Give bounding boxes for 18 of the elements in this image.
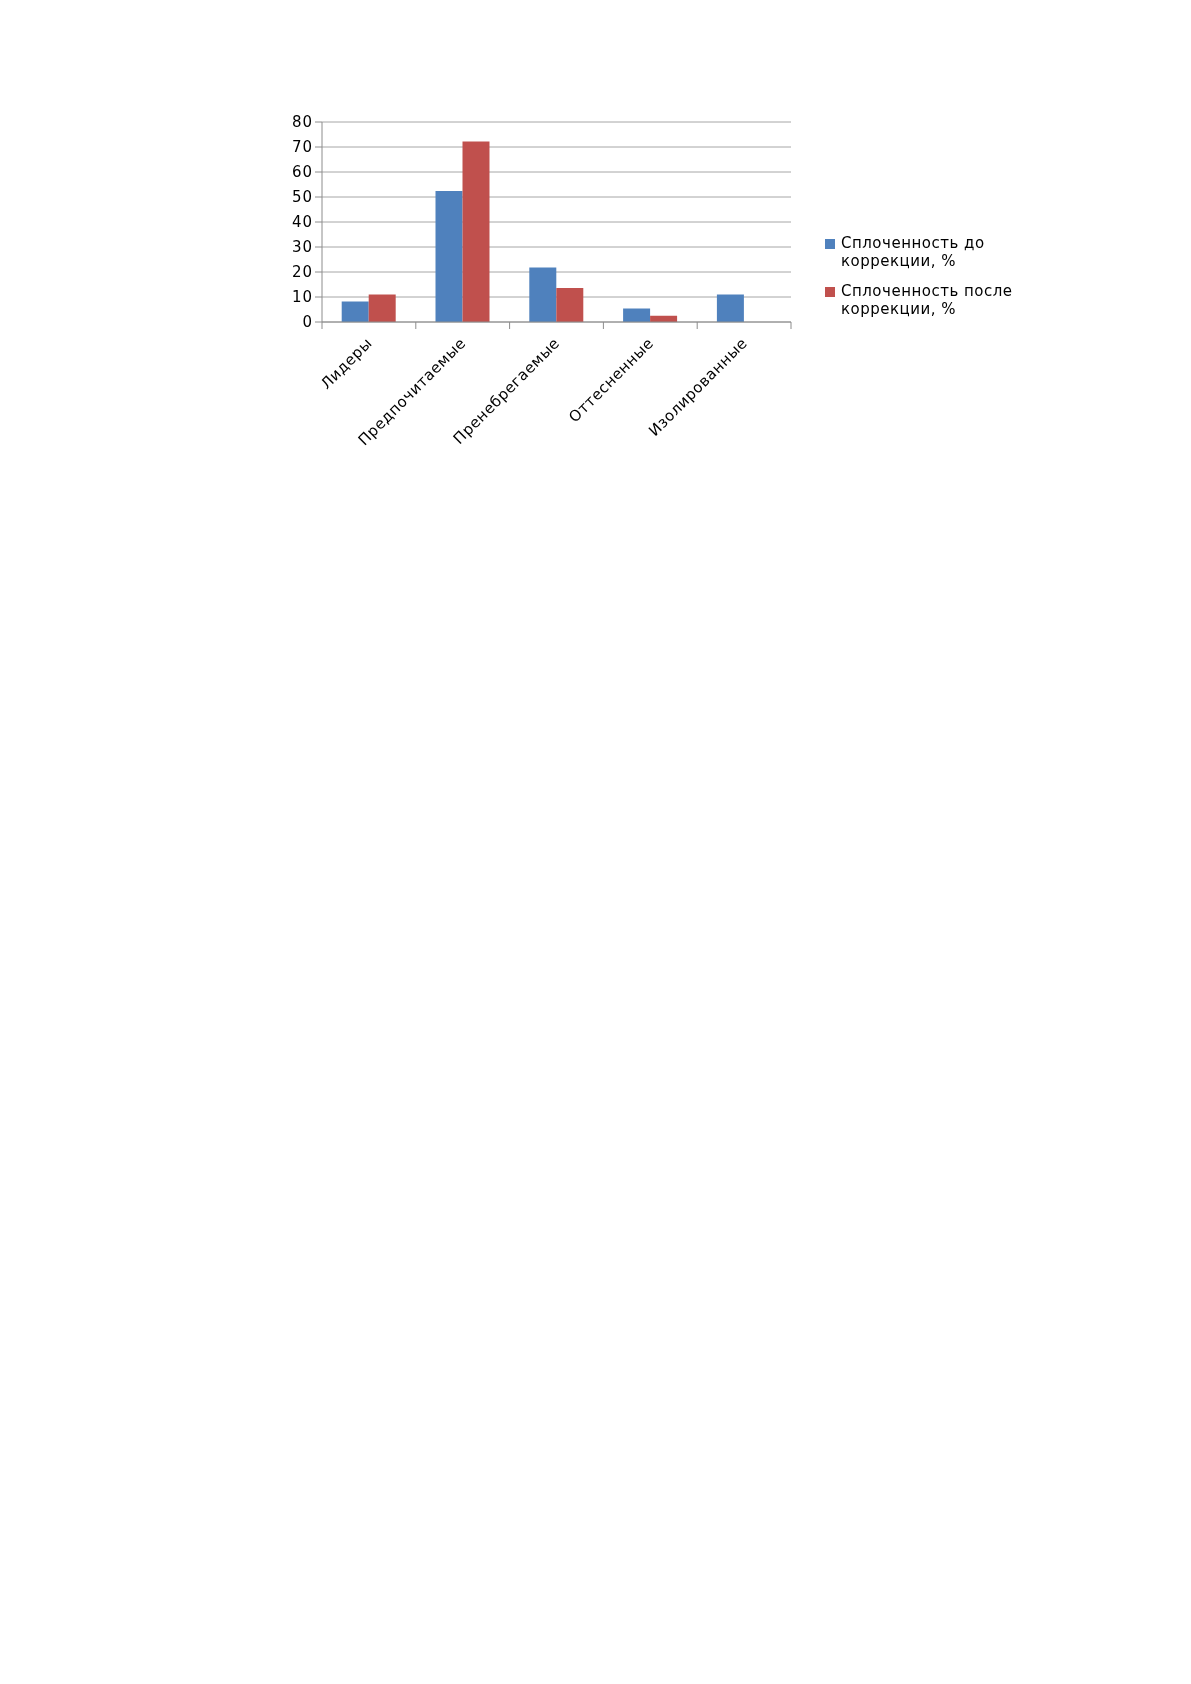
y-tick-label: 40 — [291, 213, 313, 232]
y-tick-label: 10 — [291, 288, 313, 307]
legend-label: Сплоченность после коррекции, % — [841, 282, 1014, 318]
bar — [435, 191, 463, 322]
y-tick-label: 30 — [291, 238, 313, 257]
bar — [716, 294, 744, 322]
bar — [529, 267, 557, 322]
y-tick-label: 50 — [291, 188, 313, 207]
y-tick-label: 60 — [291, 163, 313, 182]
bar — [368, 294, 396, 322]
bar — [556, 288, 584, 322]
y-tick-label: 0 — [302, 313, 313, 332]
bar — [462, 141, 490, 322]
legend-label: Сплоченность до коррекции, % — [841, 234, 986, 270]
y-tick-label: 70 — [291, 138, 313, 157]
y-tick-label: 80 — [291, 113, 313, 132]
y-tick-label: 20 — [291, 263, 313, 282]
bar — [341, 301, 369, 322]
